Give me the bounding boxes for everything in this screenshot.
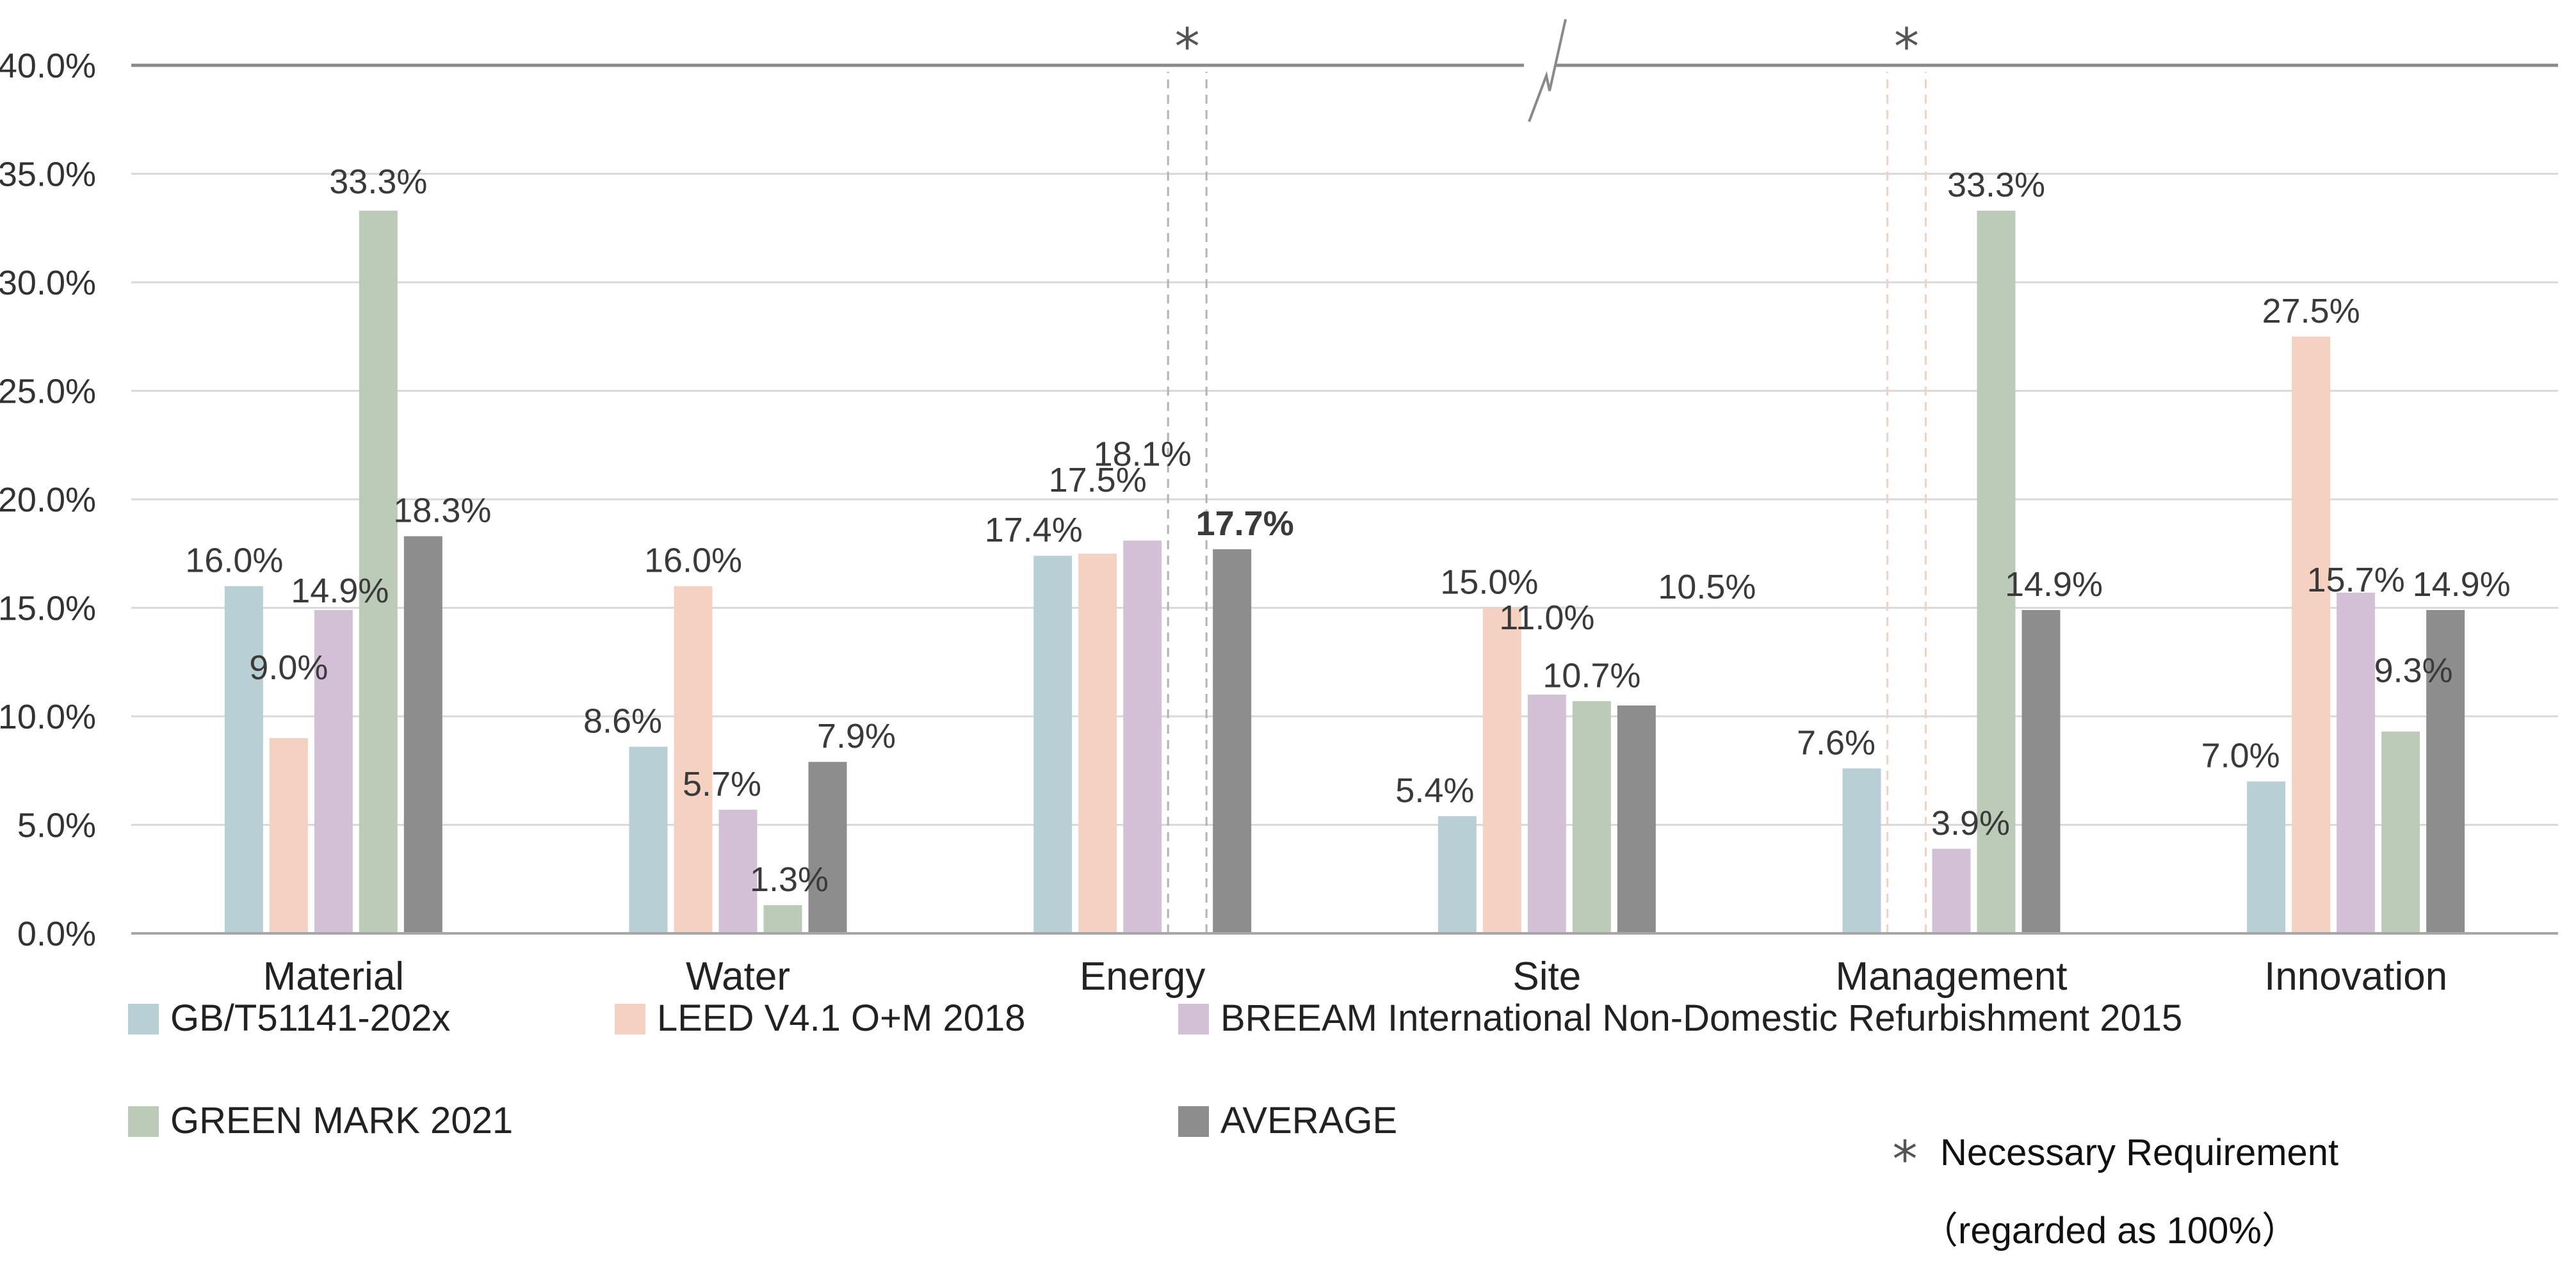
legend-label: BREEAM International Non-Domestic Refurb… xyxy=(1220,997,2182,1039)
axis-break-icon xyxy=(1528,19,1567,122)
x-category-label: Energy xyxy=(1080,954,1205,999)
y-tick-label: 20.0% xyxy=(0,481,96,519)
data-label: 7.6% xyxy=(1797,723,1875,762)
legend-swatch xyxy=(128,1106,159,1137)
y-tick-label: 5.0% xyxy=(17,807,96,845)
data-label: 14.9% xyxy=(291,572,389,610)
data-label: 15.7% xyxy=(2307,561,2405,599)
bar xyxy=(1482,608,1521,933)
data-label: 33.3% xyxy=(1947,166,2045,204)
data-label: 18.3% xyxy=(393,492,491,530)
bar xyxy=(1932,848,1971,933)
data-label: 9.0% xyxy=(249,648,328,687)
data-label: 14.9% xyxy=(2005,565,2103,604)
data-label: 1.3% xyxy=(750,860,829,899)
data-label: 17.7% xyxy=(1196,504,1294,543)
bar xyxy=(2292,336,2331,933)
data-label: 17.4% xyxy=(985,511,1083,549)
x-category-label: Management xyxy=(1836,954,2068,999)
bar xyxy=(2381,731,2420,933)
bar xyxy=(2247,781,2286,933)
legend-label: LEED V4.1 O+M 2018 xyxy=(657,997,1026,1039)
legend-swatch xyxy=(128,1004,159,1035)
data-label: 17.5% xyxy=(1049,461,1147,499)
requirement-star-icon: * xyxy=(1175,19,1200,76)
bar xyxy=(2426,609,2465,933)
data-label: 16.0% xyxy=(185,542,283,580)
bar xyxy=(314,609,353,933)
bar xyxy=(359,211,398,933)
data-label: 5.4% xyxy=(1395,771,1474,810)
y-axis-ticks: 0.0% 5.0% 10.0% 15.0% 20.0% 25.0% 30.0% 35.0% 40… xyxy=(0,47,96,953)
legend-label: GREEN MARK 2021 xyxy=(170,1100,513,1141)
data-label: 16.0% xyxy=(644,542,742,580)
data-label: 33.3% xyxy=(329,163,427,201)
requirement-star-icon: * xyxy=(1894,19,1919,76)
bar xyxy=(1078,553,1117,933)
y-tick-label: 15.0% xyxy=(0,590,96,628)
y-tick-label: 35.0% xyxy=(0,156,96,194)
data-label: 10.7% xyxy=(1543,656,1640,695)
data-label: 15.0% xyxy=(1440,563,1538,602)
bar xyxy=(1123,540,1162,933)
data-label: 5.7% xyxy=(683,765,761,803)
legend-swatch xyxy=(615,1004,645,1035)
bar xyxy=(674,586,713,933)
x-category-label: Innovation xyxy=(2264,954,2447,999)
legend-label: AVERAGE xyxy=(1220,1100,1397,1141)
bar xyxy=(1213,549,1252,933)
y-tick-label: 40.0% xyxy=(0,47,96,85)
gridlines xyxy=(131,173,2558,826)
bar xyxy=(1617,705,1656,933)
data-label: 11.0% xyxy=(1499,599,1594,637)
bar xyxy=(2337,592,2376,933)
note-line-1: Necessary Requirement xyxy=(1940,1132,2338,1173)
data-label: 27.5% xyxy=(2262,292,2360,330)
x-category-label: Water xyxy=(686,954,790,999)
bar xyxy=(1033,556,1073,933)
data-label: 3.9% xyxy=(1931,804,2010,842)
bar xyxy=(718,809,757,933)
bar xyxy=(1527,695,1566,933)
y-tick-label: 25.0% xyxy=(0,373,96,411)
x-category-label: Material xyxy=(263,954,405,999)
x-axis-categories: Material Water Energy Site Management Innovat… xyxy=(263,954,2448,999)
bar xyxy=(808,762,847,933)
axes xyxy=(131,19,2558,935)
data-label: 10.5% xyxy=(1658,568,1756,606)
note-star-icon: * xyxy=(1893,1131,1918,1189)
note-line-2: （regarded as 100%） xyxy=(1921,1210,2299,1252)
bar xyxy=(763,905,802,933)
legend-swatch xyxy=(1178,1004,1209,1035)
legend: GB/T51141-202x LEED V4.1 O+M 2018 BREEAM I… xyxy=(128,997,2182,1141)
bar xyxy=(1842,768,1881,933)
data-label: 9.3% xyxy=(2374,652,2453,690)
data-label: 7.9% xyxy=(817,717,896,755)
bar xyxy=(403,536,442,933)
y-tick-label: 30.0% xyxy=(0,264,96,302)
necessary-requirement-note: * Necessary Requirement （regarded as 100… xyxy=(1893,1131,2339,1252)
bar xyxy=(224,586,263,933)
bar xyxy=(269,737,308,933)
legend-swatch xyxy=(1178,1106,1209,1137)
bar xyxy=(1977,211,2016,933)
legend-label: GB/T51141-202x xyxy=(170,997,450,1039)
x-category-label: Site xyxy=(1512,954,1581,999)
data-label: 7.0% xyxy=(2201,737,2280,775)
data-label: 14.9% xyxy=(2413,565,2511,604)
bars xyxy=(224,211,2465,933)
bar xyxy=(2021,609,2061,933)
data-label: 18.1% xyxy=(1094,435,1192,473)
bar xyxy=(629,746,668,933)
y-tick-label: 0.0% xyxy=(17,915,96,953)
bar xyxy=(1438,816,1477,933)
bar xyxy=(1572,701,1611,933)
data-labels: 16.0% 8.6% 17.4% 5.4% 7.6% 7.0% 9.0% 16.0% 17.5%… xyxy=(185,163,2510,899)
y-tick-label: 10.0% xyxy=(0,698,96,736)
data-label: 8.6% xyxy=(583,702,662,740)
